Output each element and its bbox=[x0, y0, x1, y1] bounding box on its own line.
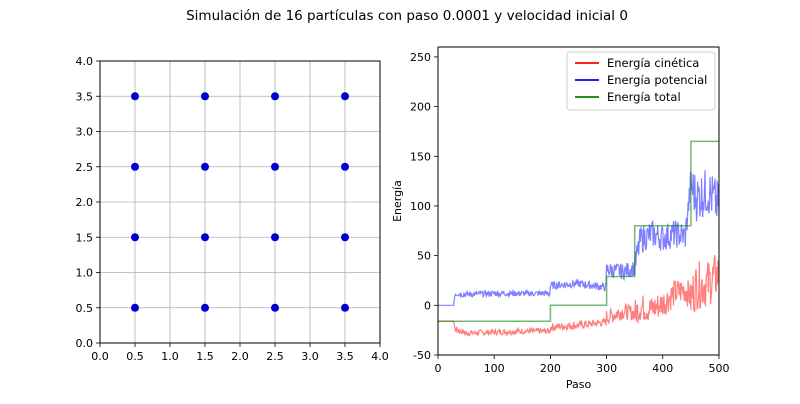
energy-chart: 0 100 200 300 400 500 -50 0 50 100 150 200 250 Paso… bbox=[391, 46, 730, 391]
tick-label: 100 bbox=[410, 200, 431, 213]
tick-label: 150 bbox=[410, 150, 431, 163]
particle-point bbox=[131, 162, 139, 171]
particle-point bbox=[271, 162, 279, 171]
particle-point bbox=[341, 303, 349, 312]
tick-label: 3.5 bbox=[336, 350, 354, 363]
plot-frame bbox=[437, 46, 720, 356]
x-axis-label: Paso bbox=[566, 378, 592, 391]
legend-label: Energía cinética bbox=[607, 56, 699, 70]
y-axis-label: Energía bbox=[391, 180, 404, 222]
x-axis-ticks: 0 100 200 300 400 500 bbox=[435, 355, 730, 375]
particle-points bbox=[131, 92, 349, 312]
particle-point bbox=[201, 92, 209, 101]
y-axis-ticks: 0.0 0.5 1.0 1.5 2.0 2.5 3.0 3.5 4.0 bbox=[76, 55, 100, 350]
legend: Energía cinética Energía potencial Energía… bbox=[566, 51, 716, 111]
energy-series bbox=[438, 140, 719, 337]
particle-point bbox=[131, 233, 139, 242]
figure-title: Simulación de 16 partículas con paso 0.0… bbox=[186, 8, 628, 24]
tick-label: -50 bbox=[413, 349, 431, 362]
tick-label: 0 bbox=[435, 362, 442, 375]
kinetic-energy-line bbox=[438, 255, 719, 337]
tick-label: 2.5 bbox=[266, 350, 284, 363]
particle-point bbox=[201, 233, 209, 242]
particle-point bbox=[201, 162, 209, 171]
particle-point bbox=[341, 233, 349, 242]
grid-lines bbox=[99, 60, 381, 344]
tick-label: 3.5 bbox=[76, 90, 94, 103]
tick-label: 250 bbox=[410, 51, 431, 64]
tick-label: 0 bbox=[424, 299, 431, 312]
tick-label: 0.5 bbox=[126, 350, 144, 363]
tick-label: 0.5 bbox=[76, 302, 94, 315]
tick-label: 0.0 bbox=[91, 350, 109, 363]
tick-label: 400 bbox=[652, 362, 673, 375]
tick-label: 4.0 bbox=[76, 55, 94, 68]
tick-label: 50 bbox=[417, 250, 431, 263]
legend-label: Energía potencial bbox=[607, 73, 707, 87]
legend-label: Energía total bbox=[607, 90, 681, 104]
tick-label: 2.5 bbox=[76, 161, 94, 174]
tick-label: 1.0 bbox=[76, 267, 94, 280]
legend-box bbox=[566, 51, 716, 111]
tick-label: 2.0 bbox=[231, 350, 249, 363]
tick-label: 100 bbox=[484, 362, 505, 375]
tick-label: 300 bbox=[596, 362, 617, 375]
particle-point bbox=[341, 162, 349, 171]
tick-label: 0.0 bbox=[76, 337, 94, 350]
tick-label: 1.5 bbox=[76, 231, 94, 244]
tick-label: 4.0 bbox=[371, 350, 389, 363]
tick-label: 500 bbox=[709, 362, 730, 375]
tick-label: 200 bbox=[410, 101, 431, 114]
particle-point bbox=[131, 92, 139, 101]
total-energy-line bbox=[438, 140, 719, 322]
particle-point bbox=[271, 92, 279, 101]
tick-label: 1.0 bbox=[161, 350, 179, 363]
tick-label: 3.0 bbox=[76, 126, 94, 139]
tick-label: 1.5 bbox=[196, 350, 214, 363]
x-axis-ticks: 0.0 0.5 1.0 1.5 2.0 2.5 3.0 3.5 4.0 bbox=[91, 343, 389, 363]
particle-point bbox=[131, 303, 139, 312]
particle-point bbox=[271, 233, 279, 242]
particle-point bbox=[201, 303, 209, 312]
particle-positions-chart: 0.0 0.5 1.0 1.5 2.0 2.5 3.0 3.5 4.0 0.0 0.5 1.0 1.5… bbox=[76, 55, 389, 363]
tick-label: 2.0 bbox=[76, 196, 94, 209]
particle-point bbox=[271, 303, 279, 312]
tick-label: 200 bbox=[540, 362, 561, 375]
tick-label: 3.0 bbox=[301, 350, 319, 363]
y-axis-ticks: -50 0 50 100 150 200 250 bbox=[410, 51, 438, 362]
particle-point bbox=[341, 92, 349, 101]
